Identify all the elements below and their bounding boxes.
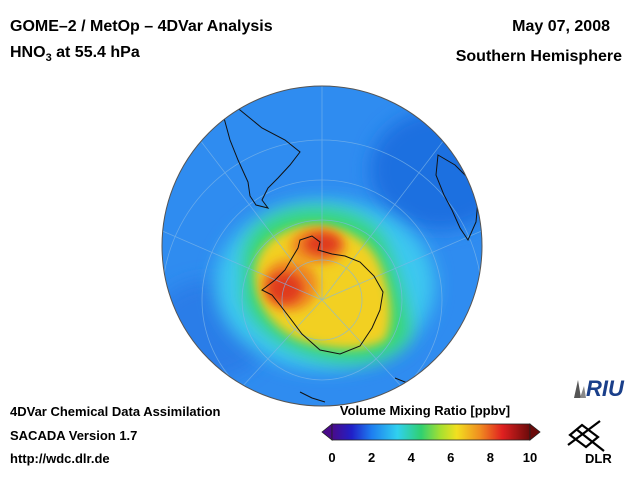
map-region: Southern Hemisphere: [455, 48, 622, 65]
graticule: [162, 86, 482, 406]
colorbar-tick-label: 8: [486, 450, 495, 465]
colorbar: [321, 423, 541, 441]
colorbar-tick-label: 4: [407, 450, 415, 465]
colorbar-tick-label: 2: [367, 450, 376, 465]
dlr-logo: [567, 420, 605, 452]
map-subtitle: HNO3 at 55.4 hPa: [10, 44, 140, 64]
map-title: GOME–2 / MetOp – 4DVar Analysis: [10, 18, 273, 35]
colorbar-tick-label: 6: [447, 450, 455, 465]
footer-url: http://wdc.dlr.de: [10, 451, 110, 466]
colorbar-tick-label: 10: [522, 450, 538, 465]
colorbar-max-arrow: [529, 423, 541, 441]
colorbar-tick-label: 0: [328, 450, 336, 465]
riu-logo: RIU: [574, 376, 625, 401]
colorbar-min-arrow: [321, 423, 333, 441]
dlr-logo-text: DLR: [585, 451, 612, 466]
riu-logo-text: RIU: [586, 376, 625, 401]
footer-line-1: 4DVar Chemical Data Assimilation: [10, 404, 221, 419]
globe-outline: [161, 85, 483, 407]
colorbar-gradient: [331, 423, 531, 441]
colorbar-title: Volume Mixing Ratio [ppbv]: [339, 403, 511, 418]
species-name: HNO: [10, 44, 46, 61]
pressure-level: at 55.4 hPa: [51, 44, 140, 61]
species-subscript: 3: [45, 52, 52, 65]
footer-line-2: SACADA Version 1.7: [10, 428, 138, 443]
map-date: May 07, 2008: [512, 18, 610, 35]
